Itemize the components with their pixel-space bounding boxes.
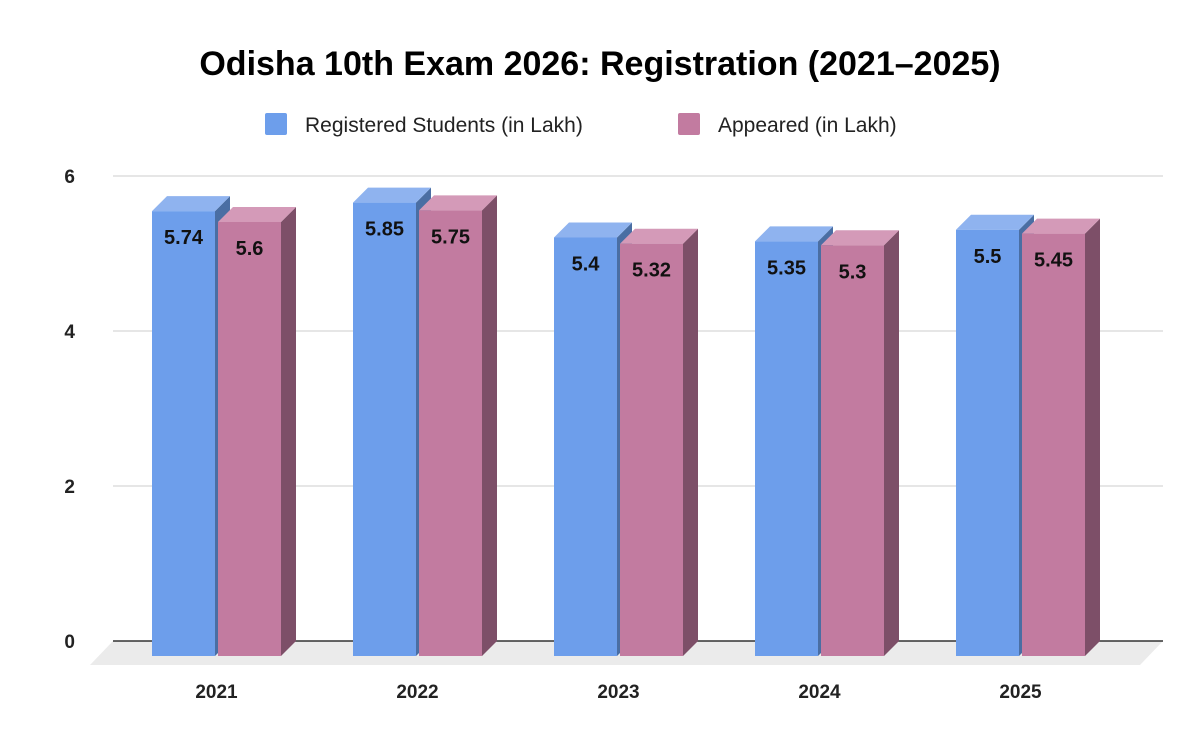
bar-front	[956, 229, 1019, 656]
y-tick-label: 0	[64, 632, 75, 653]
data-label: 5.85	[365, 219, 404, 241]
bar-top	[353, 187, 431, 203]
x-tick-label: 2021	[195, 682, 238, 703]
bar-top	[821, 230, 899, 246]
chart-title: Odisha 10th Exam 2026: Registration (202…	[199, 45, 1000, 83]
y-tick-label: 2	[64, 477, 75, 498]
bar-front	[755, 241, 818, 656]
bar-2021-1: 5.6	[218, 207, 296, 656]
bar-top	[152, 196, 230, 212]
bar-top	[620, 228, 698, 244]
bar-side	[683, 228, 698, 656]
bar-side	[482, 195, 497, 656]
bar-front	[620, 243, 683, 656]
legend-label: Registered Students (in Lakh)	[305, 114, 583, 137]
bar-top	[1022, 218, 1100, 234]
bar-2023-1: 5.32	[620, 228, 698, 656]
y-tick-label: 4	[64, 322, 75, 343]
bar-front	[419, 210, 482, 656]
bar-top	[419, 195, 497, 211]
bar-side	[1085, 218, 1100, 656]
data-label: 5.5	[974, 246, 1002, 268]
data-label: 5.4	[572, 254, 601, 276]
data-label: 5.35	[767, 257, 806, 279]
bar-front	[821, 245, 884, 656]
legend-swatch	[265, 113, 287, 135]
legend-label: Appeared (in Lakh)	[718, 114, 897, 137]
bar-top	[218, 207, 296, 222]
bar-side	[884, 230, 899, 656]
x-tick-label: 2024	[798, 682, 841, 703]
x-tick-label: 2023	[597, 682, 639, 703]
bar-2025-1: 5.45	[1022, 218, 1100, 656]
bar-front	[353, 202, 416, 656]
bar-2022-1: 5.75	[419, 195, 497, 656]
legend: Registered Students (in Lakh) Appeared (i…	[265, 113, 897, 137]
data-label: 5.75	[431, 226, 470, 248]
bar-front	[554, 237, 617, 656]
data-label: 5.6	[236, 238, 264, 260]
bar-2024-1: 5.3	[821, 230, 899, 656]
bar-front	[1022, 233, 1085, 656]
bar-top	[554, 222, 632, 238]
x-axis-labels: 2021 2022 2023 2024 2025	[195, 682, 1042, 703]
y-tick-label: 6	[64, 167, 75, 188]
bars: 5.74 5.6 5.85 5.75 5.4 5.32 5.35 5.3 5.5 5.45	[152, 187, 1100, 656]
bar-front	[218, 222, 281, 656]
data-label: 5.45	[1034, 250, 1073, 272]
x-tick-label: 2025	[999, 682, 1042, 703]
data-label: 5.74	[164, 227, 204, 249]
bar-top	[755, 226, 833, 242]
bar-top	[956, 214, 1034, 230]
data-label: 5.32	[632, 260, 671, 282]
x-tick-label: 2022	[396, 682, 438, 703]
data-label: 5.3	[839, 261, 867, 283]
bar-front	[152, 211, 215, 656]
bar-side	[281, 207, 296, 656]
legend-swatch	[678, 113, 700, 135]
